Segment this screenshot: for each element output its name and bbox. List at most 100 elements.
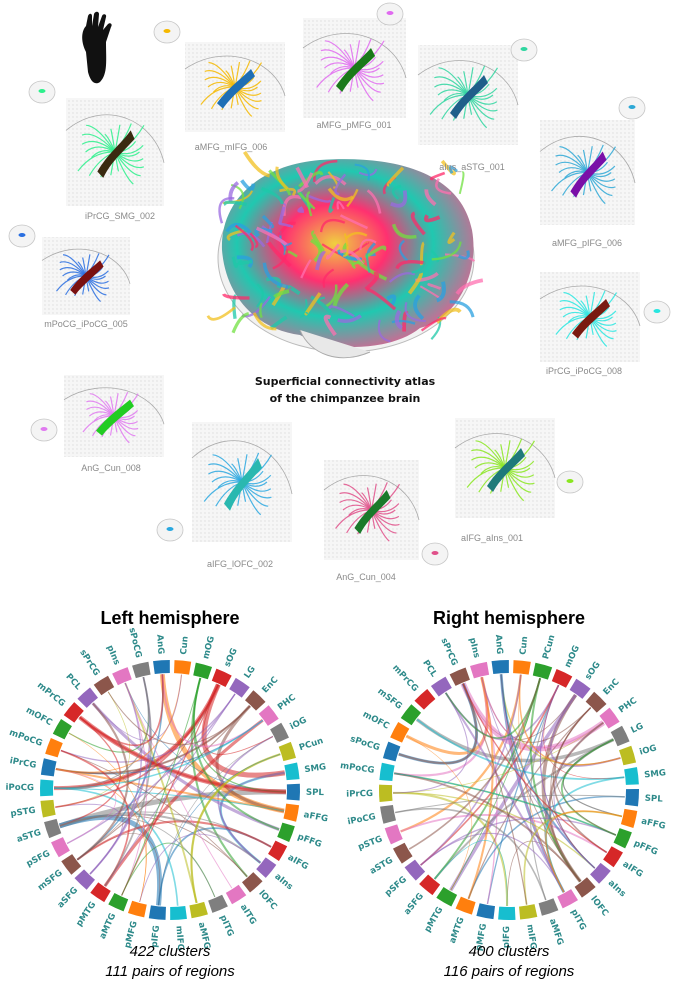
bundle-fiber bbox=[81, 133, 116, 153]
bundle-fiber bbox=[211, 476, 243, 483]
brain-fiber-strand bbox=[314, 175, 347, 186]
bundle-core bbox=[572, 299, 610, 339]
bundle-fiber bbox=[86, 400, 115, 417]
region-arc bbox=[268, 840, 288, 861]
brain-fiber-strand bbox=[228, 181, 240, 202]
connection-ribbon bbox=[59, 816, 216, 898]
brain-contour bbox=[302, 33, 407, 79]
region-arc bbox=[436, 887, 458, 907]
bundle-fiber bbox=[59, 261, 87, 277]
connection-ribbon bbox=[60, 693, 236, 763]
brain-fiber-strand bbox=[394, 309, 403, 330]
bundle-caption: aMFG_mIFG_006 bbox=[195, 142, 268, 152]
region-arc bbox=[77, 687, 99, 708]
region-label: PHC bbox=[617, 696, 639, 716]
brain-fiber-strand bbox=[232, 294, 238, 319]
connection-ribbon bbox=[400, 813, 608, 854]
left-pairs-count: 111 pairs of regions bbox=[105, 963, 235, 980]
region-arc bbox=[40, 779, 54, 797]
brain-fiber-strand bbox=[390, 190, 408, 208]
connection-ribbon bbox=[481, 677, 604, 749]
connection-ribbon bbox=[121, 677, 201, 896]
region-label: pSFG bbox=[383, 875, 409, 899]
brain-fiber-strand bbox=[395, 260, 426, 270]
brain-fiber-strand bbox=[458, 171, 465, 195]
brain-fiber-strand bbox=[391, 319, 416, 325]
brain-fiber-strand bbox=[391, 223, 417, 239]
region-label: aMFG bbox=[547, 918, 565, 947]
left-clusters-count: 422 clusters bbox=[130, 943, 211, 960]
region-arc bbox=[45, 737, 63, 758]
region-label: pSFG bbox=[25, 849, 52, 870]
connection-ribbon bbox=[408, 678, 541, 850]
connection-ribbon bbox=[406, 735, 472, 891]
region-arc bbox=[557, 889, 578, 909]
region-label: PCL bbox=[420, 658, 439, 679]
connection-ribbon bbox=[201, 683, 286, 778]
brain-fiber-strand bbox=[354, 163, 370, 181]
bundle-core bbox=[335, 48, 376, 92]
region-arc bbox=[491, 660, 509, 675]
mini-bundle-marker bbox=[38, 89, 46, 93]
bundle-fiber bbox=[335, 509, 372, 529]
connection-ribbon bbox=[77, 833, 160, 906]
region-arc bbox=[229, 677, 250, 698]
bundle-fiber bbox=[342, 504, 372, 511]
brain-fiber-strand bbox=[358, 168, 378, 177]
region-label: mOG bbox=[563, 644, 582, 669]
brain-fiber-strand bbox=[413, 294, 425, 321]
brain-fiber-strand bbox=[386, 294, 397, 306]
brain-fiber-strand bbox=[334, 173, 347, 196]
region-label: PCun bbox=[541, 634, 557, 661]
region-arc bbox=[379, 762, 395, 781]
brain-fiber-strand bbox=[236, 255, 254, 269]
brain-fiber-strand bbox=[300, 259, 312, 279]
bundle-fiber bbox=[343, 483, 373, 511]
brain-fiber-strand bbox=[342, 233, 349, 257]
bundle-panel-aIFG-lOFC bbox=[156, 422, 293, 542]
right-hemisphere-title: Right hemisphere bbox=[433, 608, 585, 628]
brain-fiber-strand bbox=[267, 241, 292, 268]
region-arc bbox=[476, 903, 496, 920]
region-arc bbox=[382, 741, 401, 762]
brain-fiber-strand bbox=[435, 177, 452, 195]
region-arc bbox=[585, 691, 607, 713]
region-arc bbox=[470, 661, 490, 679]
brain-fiber-strand bbox=[261, 187, 284, 205]
region-arc bbox=[538, 898, 559, 916]
bundle-core bbox=[97, 130, 135, 178]
connection-ribbon bbox=[450, 678, 541, 891]
connection-ribbon bbox=[54, 787, 285, 812]
region-label: SMG bbox=[644, 768, 667, 780]
mini-bundle-marker bbox=[40, 427, 48, 431]
region-label: AnG bbox=[154, 634, 165, 654]
bundle-fiber bbox=[555, 161, 588, 173]
central-brain-image bbox=[206, 150, 484, 359]
brain-fiber-strand bbox=[252, 312, 277, 331]
region-label: EnC bbox=[260, 675, 280, 695]
mini-bundle-marker bbox=[520, 47, 528, 51]
brain-fiber-strand bbox=[279, 187, 297, 197]
region-label: iPoCG bbox=[347, 812, 377, 827]
region-arc bbox=[380, 804, 396, 824]
region-label: mOFC bbox=[24, 705, 54, 728]
brain-contour bbox=[454, 433, 556, 479]
region-arc bbox=[390, 721, 410, 743]
brain-fiber-strand bbox=[304, 193, 332, 203]
brain-fiber-strand bbox=[256, 283, 264, 308]
connection-ribbon bbox=[398, 683, 478, 765]
mini-bundle-marker bbox=[386, 11, 394, 15]
region-label: mPrCG bbox=[35, 681, 67, 709]
bundle-caption: aIFG_lOFC_002 bbox=[207, 559, 273, 569]
brain-fiber-strand bbox=[337, 314, 362, 323]
connection-ribbon bbox=[79, 674, 164, 747]
region-label: sPrCG bbox=[439, 637, 460, 668]
region-arc bbox=[603, 846, 623, 868]
brain-fiber-strand bbox=[262, 262, 289, 289]
connection-ribbon bbox=[104, 676, 152, 887]
right-clusters-count: 400 clusters bbox=[469, 943, 550, 960]
region-arc bbox=[193, 662, 213, 680]
brain-fiber-strand bbox=[259, 302, 263, 319]
